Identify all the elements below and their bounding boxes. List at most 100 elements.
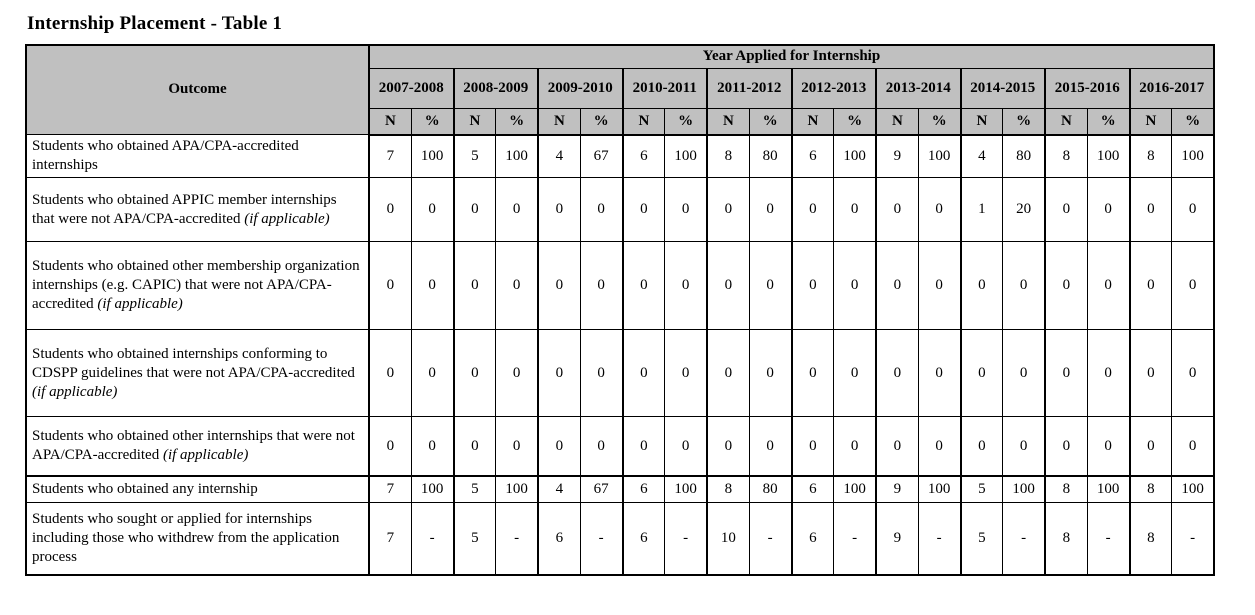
n-value-cell: 8 (1043, 133, 1088, 179)
n-value-cell: 6 (790, 133, 835, 179)
pct-value-cell: 100 (410, 133, 455, 179)
n-value-cell: 0 (621, 177, 666, 243)
pct-value-cell: 0 (833, 329, 877, 418)
n-value-cell: 0 (705, 241, 750, 331)
pct-header-cell: % (1002, 108, 1046, 136)
pct-value-cell: - (1171, 502, 1215, 576)
pct-value-cell: 0 (664, 329, 708, 418)
pct-value-cell: 0 (1086, 329, 1131, 418)
pct-value-cell: 0 (410, 329, 455, 418)
n-value-cell: 5 (452, 474, 497, 504)
pct-header-cell: % (1086, 108, 1131, 136)
n-value-cell: 9 (874, 474, 919, 504)
outcome-cell: Students who sought or applied for inter… (25, 502, 370, 576)
pct-value-cell: 0 (1171, 177, 1215, 243)
pct-value-cell: 0 (917, 329, 962, 418)
n-value-cell: 8 (1128, 474, 1173, 504)
n-value-cell: 0 (790, 177, 835, 243)
n-value-cell: 5 (452, 133, 497, 179)
n-value-cell: 0 (536, 177, 581, 243)
pct-value-cell: 0 (748, 329, 793, 418)
pct-value-cell: 0 (1171, 416, 1215, 477)
n-value-cell: 0 (536, 241, 581, 331)
pct-value-cell: 0 (1086, 177, 1131, 243)
n-value-cell: 0 (1128, 329, 1173, 418)
year-header-cell: 2010-2011 (621, 68, 708, 109)
pct-header-cell: % (833, 108, 877, 136)
outcome-cell: Students who obtained APPIC member inter… (25, 177, 370, 243)
n-value-cell: 0 (621, 416, 666, 477)
n-value-cell: 0 (959, 329, 1004, 418)
n-value-cell: 0 (452, 241, 497, 331)
pct-value-cell: 0 (1002, 416, 1046, 477)
pct-value-cell: 0 (917, 177, 962, 243)
n-value-cell: 0 (1043, 177, 1088, 243)
subheader-row: N% N% N% N% N% N% N% N% N% N% (26, 108, 1215, 136)
n-value-cell: 6 (621, 133, 666, 179)
pct-value-cell: 100 (664, 474, 708, 504)
year-header-cell: 2011-2012 (706, 68, 792, 109)
pct-value-cell: - (917, 502, 962, 576)
outcome-label: Students who obtained any internship (32, 481, 258, 498)
pct-value-cell: 100 (495, 133, 539, 179)
n-value-cell: 9 (874, 502, 919, 576)
n-header-cell: N (621, 108, 666, 136)
n-value-cell: 0 (1128, 177, 1173, 243)
year-header-cell: 2013-2014 (875, 68, 961, 109)
n-value-cell: 7 (367, 474, 412, 504)
pct-value-cell: 0 (833, 241, 877, 331)
pct-value-cell: 0 (410, 241, 455, 331)
pct-value-cell: 0 (410, 177, 455, 243)
pct-value-cell: 100 (917, 474, 962, 504)
pct-value-cell: 67 (579, 133, 624, 179)
year-header-cell: 2014-2015 (959, 68, 1046, 109)
n-value-cell: 0 (790, 241, 835, 331)
n-header-cell: N (367, 108, 412, 136)
n-value-cell: 0 (1043, 329, 1088, 418)
pct-value-cell: - (495, 502, 539, 576)
pct-value-cell: 100 (917, 133, 962, 179)
pct-header-cell: % (748, 108, 793, 136)
outcome-cell: Students who obtained any internship (25, 474, 370, 504)
n-value-cell: 0 (1128, 416, 1173, 477)
n-value-cell: 0 (367, 329, 412, 418)
pct-value-cell: 0 (1086, 416, 1131, 477)
pct-value-cell: 0 (833, 177, 877, 243)
pct-value-cell: 0 (748, 416, 793, 477)
outcome-cell: Students who obtained other membership o… (25, 241, 370, 331)
table-row: Students who obtained internships confor… (25, 329, 1215, 418)
year-header-cell: 2012-2013 (790, 68, 877, 109)
pct-header-cell: % (1171, 108, 1215, 136)
outcome-cell: Students who obtained APA/CPA-accredited… (25, 133, 370, 179)
outcome-label-italic: (if applicable) (162, 447, 249, 464)
n-header-cell: N (874, 108, 919, 136)
n-value-cell: 4 (536, 133, 581, 179)
year-header-cell: 2009-2010 (537, 68, 623, 109)
pct-value-cell: - (748, 502, 793, 576)
outcome-label: Students who obtained APA/CPA-accredited… (32, 138, 299, 174)
pct-value-cell: 80 (748, 133, 793, 179)
table-header: Outcome Year Applied for Internship 2007… (25, 44, 1215, 136)
n-value-cell: 0 (621, 329, 666, 418)
year-header-cell: 2007-2008 (368, 68, 454, 109)
pct-value-cell: 0 (1002, 241, 1046, 331)
pct-value-cell: 100 (1002, 474, 1046, 504)
table-row: Students who obtained APA/CPA-accredited… (25, 133, 1215, 179)
pct-value-cell: - (579, 502, 624, 576)
n-value-cell: 0 (705, 416, 750, 477)
n-value-cell: 6 (621, 474, 666, 504)
pct-value-cell: 0 (495, 177, 539, 243)
outcome-label: Students who obtained APPIC member inter… (32, 191, 337, 227)
pct-value-cell: - (664, 502, 708, 576)
n-header-cell: N (536, 108, 581, 136)
n-value-cell: 6 (621, 502, 666, 576)
year-header-row: 2007-2008 2008-2009 2009-2010 2010-2011 2011… (26, 68, 1215, 109)
pct-value-cell: 100 (1086, 474, 1131, 504)
n-value-cell: 0 (790, 329, 835, 418)
n-value-cell: 0 (452, 329, 497, 418)
pct-header-cell: % (664, 108, 708, 136)
pct-value-cell: 100 (1086, 133, 1131, 179)
n-value-cell: 6 (790, 502, 835, 576)
pct-value-cell: - (1086, 502, 1131, 576)
pct-value-cell: 100 (664, 133, 708, 179)
